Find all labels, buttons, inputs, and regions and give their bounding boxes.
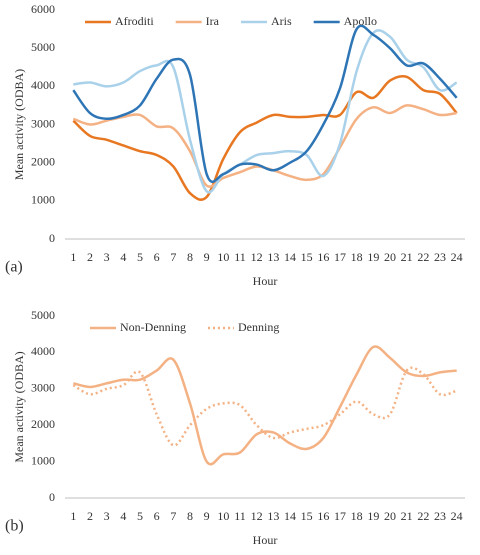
y-tick-label: 2000 xyxy=(31,154,55,168)
y-tick-label: 5000 xyxy=(31,40,55,54)
y-tick-label: 1000 xyxy=(31,453,55,467)
x-tick-label: 6 xyxy=(154,250,160,264)
line-series xyxy=(72,74,458,201)
legend-label: Aris xyxy=(271,14,292,28)
x-tick-label: 5 xyxy=(137,509,143,523)
x-tick-label: 12 xyxy=(251,250,263,264)
x-tick-label: 3 xyxy=(104,509,110,523)
y-axis-title: Mean activity (ODBA) xyxy=(12,69,26,180)
x-tick-label: 23 xyxy=(434,509,446,523)
line-series xyxy=(73,345,457,466)
x-tick-label: 17 xyxy=(334,250,346,264)
y-tick-label: 1000 xyxy=(31,193,55,207)
y-tick-label: 0 xyxy=(49,231,55,245)
y-tick-label: 6000 xyxy=(31,2,55,16)
x-axis-title: Hour xyxy=(253,533,278,547)
x-tick-label: 2 xyxy=(87,250,93,264)
x-tick-label: 21 xyxy=(401,250,413,264)
x-tick-label: 24 xyxy=(451,250,463,264)
x-tick-label: 24 xyxy=(451,509,463,523)
x-tick-label: 23 xyxy=(434,250,446,264)
line-series xyxy=(72,24,458,184)
x-tick-label: 20 xyxy=(384,509,396,523)
x-tick-label: 10 xyxy=(217,250,229,264)
x-tick-label: 3 xyxy=(104,250,110,264)
x-tick-label: 22 xyxy=(417,509,429,523)
x-tick-label: 9 xyxy=(204,509,210,523)
x-tick-label: 18 xyxy=(351,509,363,523)
x-tick-label: 20 xyxy=(384,250,396,264)
x-tick-label: 5 xyxy=(137,250,143,264)
x-tick-label: 11 xyxy=(234,509,246,523)
y-tick-label: 2000 xyxy=(31,417,55,431)
x-tick-label: 6 xyxy=(154,509,160,523)
legend-label: Denning xyxy=(238,320,279,334)
legend-label: Apollo xyxy=(344,14,377,28)
x-tick-label: 9 xyxy=(204,250,210,264)
y-tick-label: 4000 xyxy=(31,78,55,92)
x-tick-label: 4 xyxy=(120,509,126,523)
x-tick-label: 4 xyxy=(120,250,126,264)
x-tick-label: 7 xyxy=(170,250,176,264)
panel-label: (b) xyxy=(5,518,24,535)
x-tick-label: 21 xyxy=(401,509,413,523)
x-tick-label: 15 xyxy=(301,509,313,523)
x-tick-label: 1 xyxy=(70,509,76,523)
legend-label: Non-Denning xyxy=(120,320,186,334)
x-tick-label: 15 xyxy=(301,250,313,264)
y-tick-label: 0 xyxy=(49,490,55,504)
y-tick-label: 4000 xyxy=(31,344,55,358)
x-tick-label: 18 xyxy=(351,250,363,264)
panel-label: (a) xyxy=(5,259,23,276)
x-tick-label: 16 xyxy=(317,250,329,264)
legend-label: Afroditi xyxy=(115,14,154,28)
x-tick-label: 12 xyxy=(251,509,263,523)
x-tick-label: 11 xyxy=(234,250,246,264)
line-series xyxy=(73,29,458,194)
x-tick-label: 1 xyxy=(70,250,76,264)
x-tick-label: 13 xyxy=(267,250,279,264)
x-axis-title: Hour xyxy=(253,274,278,288)
x-tick-label: 13 xyxy=(267,509,279,523)
y-axis-title: Mean activity (ODBA) xyxy=(12,351,26,462)
x-tick-label: 2 xyxy=(87,509,93,523)
x-tick-label: 8 xyxy=(187,250,193,264)
x-tick-label: 19 xyxy=(367,509,379,523)
x-tick-label: 17 xyxy=(334,509,346,523)
y-tick-label: 5000 xyxy=(31,308,55,322)
x-tick-label: 14 xyxy=(284,250,296,264)
x-tick-label: 14 xyxy=(284,509,296,523)
x-tick-label: 10 xyxy=(217,509,229,523)
y-tick-label: 3000 xyxy=(31,381,55,395)
x-tick-label: 16 xyxy=(317,509,329,523)
x-tick-label: 7 xyxy=(170,509,176,523)
x-tick-label: 19 xyxy=(367,250,379,264)
x-tick-label: 8 xyxy=(187,509,193,523)
x-tick-label: 22 xyxy=(417,250,429,264)
line-series xyxy=(72,366,458,447)
legend-label: Ira xyxy=(206,14,220,28)
y-tick-label: 3000 xyxy=(31,116,55,130)
